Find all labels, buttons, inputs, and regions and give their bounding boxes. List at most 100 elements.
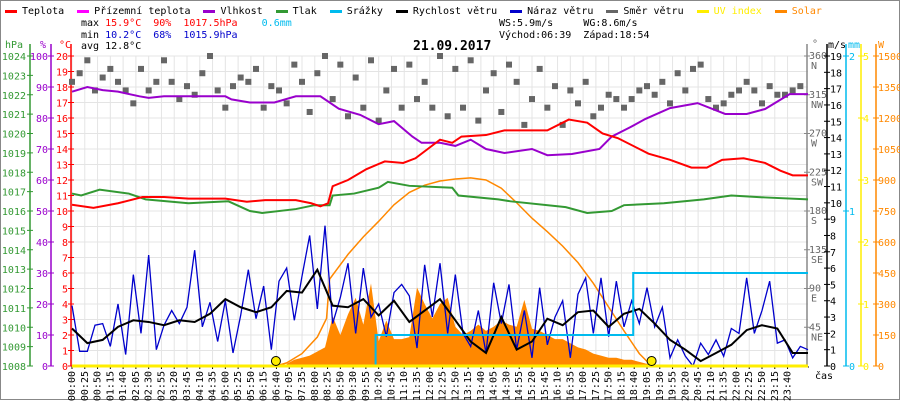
wind-direction-point <box>797 83 804 90</box>
x-tick-label: 17:50 <box>604 371 615 401</box>
temperature-axis-tick-label: 3 <box>62 316 68 327</box>
x-tick-label: 14:55 <box>514 371 525 401</box>
x-tick-label: 00:50 <box>93 371 104 401</box>
wind-direction-point <box>444 113 451 120</box>
x-tick-label: 12:00 <box>425 371 436 401</box>
direction-axis-compass-label: N <box>811 61 817 72</box>
wind-axis-tick-label: 18 <box>830 68 842 79</box>
legend-swatch <box>774 9 787 13</box>
min-temp: 10.2°C <box>105 30 142 41</box>
legend-swatch <box>395 9 408 13</box>
humidity-axis-tick-label: 10 <box>36 331 48 342</box>
wind-direction-point <box>184 83 190 90</box>
x-tick-label: 03:45 <box>182 371 193 401</box>
wind-direction-point <box>674 70 681 77</box>
wind-direction-point <box>720 100 727 107</box>
x-tick-label: 05:00 <box>220 371 231 401</box>
wind-axis-tick-label: 15 <box>830 117 842 128</box>
min-pressure: 1015.9hPa <box>183 30 238 41</box>
x-tick-label: 15:20 <box>527 371 538 401</box>
wind-direction-point <box>475 117 482 124</box>
temperature-axis-tick-label: 7 <box>62 254 68 265</box>
wind-direction-point <box>191 91 198 98</box>
temperature-line <box>71 118 808 209</box>
max-temp: 15.9°C <box>105 18 142 29</box>
pressure-unit: hPa <box>5 40 23 51</box>
pressure-axis-tick-label: 1017 <box>2 188 26 199</box>
temperature-axis-tick-label: 15 <box>56 130 68 141</box>
wind-direction-point <box>697 61 704 68</box>
wind-axis-tick-label: 7 <box>830 248 836 259</box>
solar-axis-tick-label: 900 <box>878 176 896 187</box>
wind-direction-point <box>460 104 466 111</box>
x-tick-label: 11:10 <box>399 371 410 401</box>
legend-label: Tlak <box>292 5 317 17</box>
uv-axis-tick-label: 2 <box>863 238 869 249</box>
humidity-axis-tick-label: 80 <box>36 114 48 125</box>
wind-direction-point <box>138 65 144 72</box>
wind-direction-point <box>544 104 551 111</box>
wind-direction-point <box>276 87 282 94</box>
wind-direction-point <box>253 65 259 72</box>
wind-axis-tick-label: 3 <box>830 313 836 324</box>
humidity-unit: % <box>40 40 46 51</box>
solar-axis-tick-label: 1050 <box>878 145 900 156</box>
direction-unit: ° <box>812 39 818 50</box>
uv-axis-tick-label: 3 <box>863 176 869 187</box>
temperature-axis-tick-label: 1 <box>62 347 68 358</box>
x-tick-label: 08:50 <box>335 371 346 401</box>
wind-direction-point <box>337 61 344 68</box>
uv-axis-tick-label: 1 <box>863 300 869 311</box>
wind-direction-point <box>651 91 658 98</box>
wind-direction-point <box>789 87 796 94</box>
x-tick-label: 13:40 <box>476 371 487 401</box>
wind-direction-point <box>536 65 543 72</box>
solar-theoretical-line <box>275 177 653 367</box>
direction-axis-tick-label: 180 <box>809 206 827 217</box>
sun-marker <box>270 356 281 366</box>
direction-axis-tick-label: 90 <box>809 284 821 295</box>
min-label: min <box>81 30 100 41</box>
wind-gust-line <box>71 225 809 368</box>
wind-direction-point <box>605 91 612 98</box>
wind-direction-point <box>575 100 581 107</box>
wind-direction-point <box>429 104 436 111</box>
min-humidity: 68% <box>153 30 172 41</box>
wind-direction-point <box>115 78 121 85</box>
wind-direction-point <box>705 96 712 103</box>
x-tick-label: 01:40 <box>118 371 129 401</box>
wind-direction-point <box>222 104 229 111</box>
wind-direction-point <box>782 91 788 98</box>
wind-direction-point <box>759 100 765 107</box>
x-tick-label: 18:40 <box>629 371 640 401</box>
wind-unit: m/s <box>828 40 846 51</box>
solar-axis-tick-label: 150 <box>878 331 896 342</box>
wind-direction-point <box>398 104 405 111</box>
x-tick-label: 19:55 <box>668 371 679 401</box>
wind-speed-line <box>71 267 808 363</box>
wind-axis-tick-label: 6 <box>830 264 836 275</box>
temperature-axis-tick-label: 5 <box>62 285 68 296</box>
wind-direction-point <box>506 61 512 68</box>
wind-direction-point <box>621 104 627 111</box>
x-tick-label: 16:10 <box>553 371 564 401</box>
x-tick-label: 12:50 <box>450 371 461 401</box>
wind-axis-tick-label: 11 <box>830 183 842 194</box>
pressure-axis-tick-label: 1010 <box>2 323 26 334</box>
legend-swatch <box>5 9 17 13</box>
solar-axis-tick-label: 600 <box>878 238 896 249</box>
wind-direction-point <box>644 83 650 90</box>
x-tick-label: 14:05 <box>489 371 500 401</box>
wind-direction-point <box>521 121 528 128</box>
wind-direction-point <box>766 83 773 90</box>
wind-direction-point <box>199 70 206 77</box>
pressure-axis-tick-label: 1019 <box>2 149 26 160</box>
wind-direction-point <box>76 70 83 77</box>
wind-direction-point <box>345 113 351 120</box>
wind-direction-point <box>728 91 735 98</box>
temperature-axis-tick-label: 13 <box>56 161 68 172</box>
wind-direction-point <box>237 74 244 81</box>
direction-axis-tick-label: 270 <box>809 129 827 140</box>
pressure-axis-tick-label: 1008 <box>2 362 26 373</box>
